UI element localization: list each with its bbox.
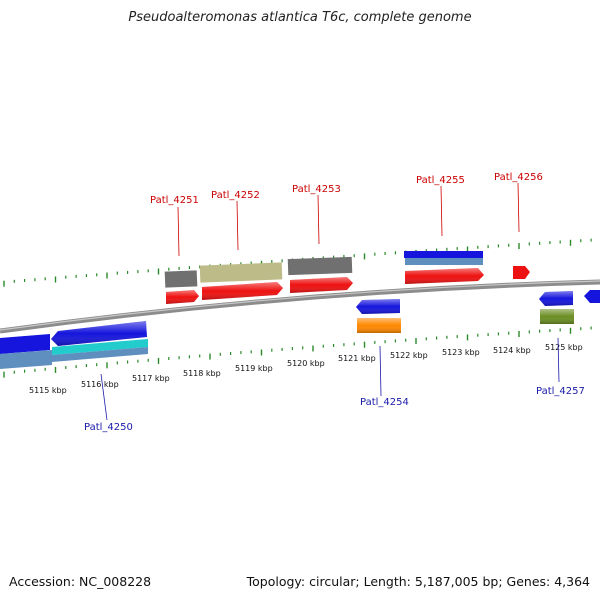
gene-box[interactable] (404, 251, 483, 258)
reverse-genes (0, 290, 600, 369)
gene-arrow[interactable] (0, 350, 52, 369)
scale-label: 5117 kbp (132, 374, 170, 383)
gene-label[interactable]: Patl_4256 (494, 172, 543, 183)
accession-text: Accession: NC_008228 (9, 574, 152, 589)
gene-arrow[interactable] (513, 266, 530, 279)
forward-gene-labels: Patl_4251 Patl_4252 Patl_4253 Patl_4255 … (150, 172, 543, 257)
gene-label[interactable]: Patl_4255 (416, 175, 465, 186)
gene-box[interactable] (405, 258, 483, 265)
gene-arrow[interactable] (0, 334, 50, 354)
reverse-gene-labels: Patl_4250 Patl_4254 Patl_4257 (84, 337, 585, 433)
genome-backbone-highlight (0, 280, 600, 331)
scale-label: 5115 kbp (29, 386, 67, 395)
scale-label: 5123 kbp (442, 348, 480, 357)
gene-label[interactable]: Patl_4257 (536, 386, 585, 397)
gene-arrow[interactable] (52, 347, 148, 362)
reverse-strand-ticks (3, 326, 592, 378)
scale-label: 5120 kbp (287, 359, 325, 368)
scale-label: 5121 kbp (338, 354, 376, 363)
genome-summary-text: Topology: circular; Length: 5,187,005 bp… (246, 574, 590, 589)
gene-box[interactable] (287, 256, 353, 276)
gene-arrow[interactable] (52, 339, 148, 355)
gene-label[interactable]: Patl_4251 (150, 195, 199, 206)
genome-backbone (0, 279, 600, 334)
gene-label[interactable]: Patl_4250 (84, 422, 133, 433)
map-title: Pseudoalteromonas atlantica T6c, complet… (128, 10, 472, 25)
gene-arrow[interactable] (584, 290, 600, 303)
gene-box[interactable] (164, 270, 198, 288)
scale-label: 5118 kbp (183, 369, 221, 378)
gene-label[interactable]: Patl_4253 (292, 184, 341, 195)
scale-label: 5124 kbp (493, 346, 531, 355)
gene-box[interactable] (199, 262, 283, 283)
scale-label: 5119 kbp (235, 364, 273, 373)
gene-label[interactable]: Patl_4254 (360, 397, 409, 408)
scale-labels: 5115 kbp 5116 kbp 5117 kbp 5118 kbp 5119… (29, 343, 583, 395)
scale-label: 5125 kbp (545, 343, 583, 352)
gene-label[interactable]: Patl_4252 (211, 190, 260, 201)
scale-label: 5122 kbp (390, 351, 428, 360)
scale-label: 5116 kbp (81, 380, 119, 389)
forward-genes (164, 251, 530, 304)
